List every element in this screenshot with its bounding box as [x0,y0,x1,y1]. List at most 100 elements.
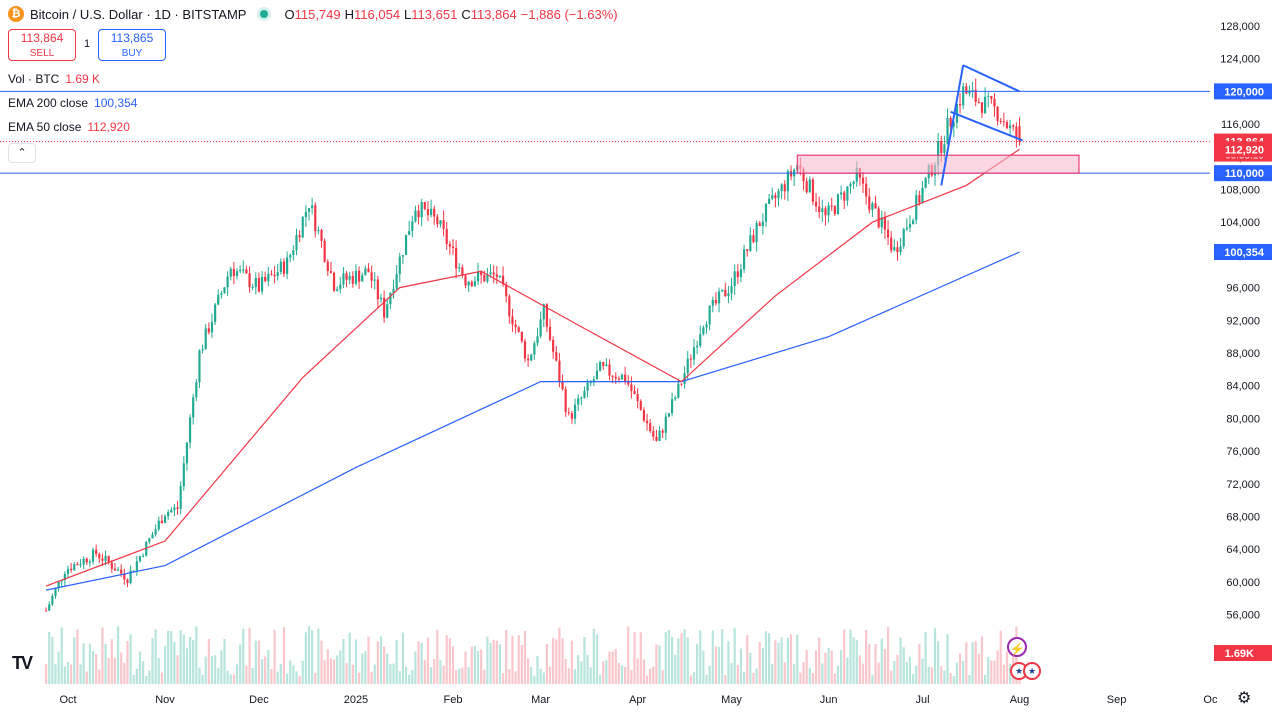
candle-body [44,610,48,612]
tradingview-logo[interactable]: TV [12,653,33,673]
bitcoin-icon[interactable]: ₿ [8,6,24,22]
volume-bar [545,643,548,684]
candle-body [946,118,949,145]
high-value: 116,054 [354,6,401,22]
candle-body [389,292,392,305]
volume-bar [727,641,730,684]
volume-bar [818,637,821,684]
collapse-legend-button[interactable]: ⌃ [8,143,36,163]
volume-bar [223,638,226,684]
candle-body [167,512,170,517]
volume-bar [558,627,561,684]
candle-body [85,558,88,563]
candle-body [239,269,242,272]
candle-body [511,316,514,325]
volume-bar [323,659,326,684]
candle-body [70,568,73,571]
volume-bar [893,660,896,684]
volume-bar [132,674,135,684]
symbol-title[interactable]: Bitcoin / U.S. Dollar · 1D · BITSTAMP [30,6,247,22]
volume-bar [332,659,336,684]
volume-bar [326,649,329,684]
market-status-icon[interactable] [260,10,269,18]
volume-bar [667,629,671,684]
volume-bar [307,626,311,684]
candle-body [983,96,987,113]
candle-body [301,217,304,238]
supply-zone-rectangle [796,154,1080,174]
candle-body [758,223,761,227]
candle-body [342,273,345,285]
sell-button[interactable]: 113,864 SELL [8,29,76,61]
volume-bar [683,629,686,684]
volume-bar [54,664,57,684]
volume-indicator-legend[interactable]: Vol · BTC 1.69 K [8,72,100,86]
candle-body [611,375,614,377]
candle-body [185,442,189,464]
volume-bar [993,660,996,684]
candle-body [451,246,455,248]
ema200-line [45,251,1020,591]
candle-body [251,286,254,288]
volume-bar [758,642,761,684]
volume-bar [476,650,480,684]
volume-bar [392,663,395,684]
candle-body [404,234,408,256]
candle-body [667,413,671,417]
gear-icon[interactable]: ⚙ [1237,690,1252,707]
candle-body [1012,125,1015,127]
buy-button[interactable]: 113,865 BUY [98,29,166,61]
volume-bar [345,663,348,684]
candle-body [846,186,849,201]
candle-body [908,224,912,228]
x-tick-label: 2025 [344,694,368,706]
candle-body [649,423,652,432]
volume-bar [633,631,636,684]
candle-body [267,273,270,282]
volume-bar [846,657,849,684]
volume-bar [66,661,70,684]
candle-body [824,208,827,216]
ema200-legend[interactable]: EMA 200 close 100,354 [8,96,137,110]
volume-bar [79,664,82,684]
candle-body [286,257,289,274]
candle-body [605,364,608,366]
y-tick-label: 124,000 [1220,54,1260,66]
y-tick-label: 92,000 [1226,315,1260,327]
candle-body [57,581,60,589]
volume-bar [145,675,148,684]
candle-body [214,304,217,322]
price-axis-label-text: 100,354 [1224,247,1265,259]
candle-body [320,230,323,241]
us-flag-icon[interactable]: ★ [1023,662,1041,680]
change-value: −1,886 (−1.63%) [520,6,618,22]
candle-body [348,275,351,280]
candle-body [426,208,430,216]
volume-bar [589,667,592,684]
candle-body [123,573,126,580]
lightning-icon[interactable]: ⚡ [1007,637,1027,657]
volume-bar [245,665,248,684]
spread-value: 1 [84,38,91,50]
volume-bar [586,654,589,684]
volume-bar [614,648,617,684]
open-label: O [284,6,295,22]
volume-bar [768,633,771,684]
volume-bar [295,671,298,684]
candle-body [789,171,793,177]
volume-bar [865,630,868,684]
price-axis-label [1214,141,1272,158]
candle-body [692,347,696,360]
volume-bar [811,672,815,684]
volume-bar [520,644,523,684]
volume-bar [858,655,861,684]
candle-body [905,227,908,230]
volume-bar [949,672,952,684]
volume-bar [361,653,364,684]
ema50-legend[interactable]: EMA 50 close 112,920 [8,120,130,134]
candle-body [129,570,132,584]
candle-body [226,276,229,288]
volume-bar [201,674,204,684]
sell-price: 113,864 [20,31,64,45]
